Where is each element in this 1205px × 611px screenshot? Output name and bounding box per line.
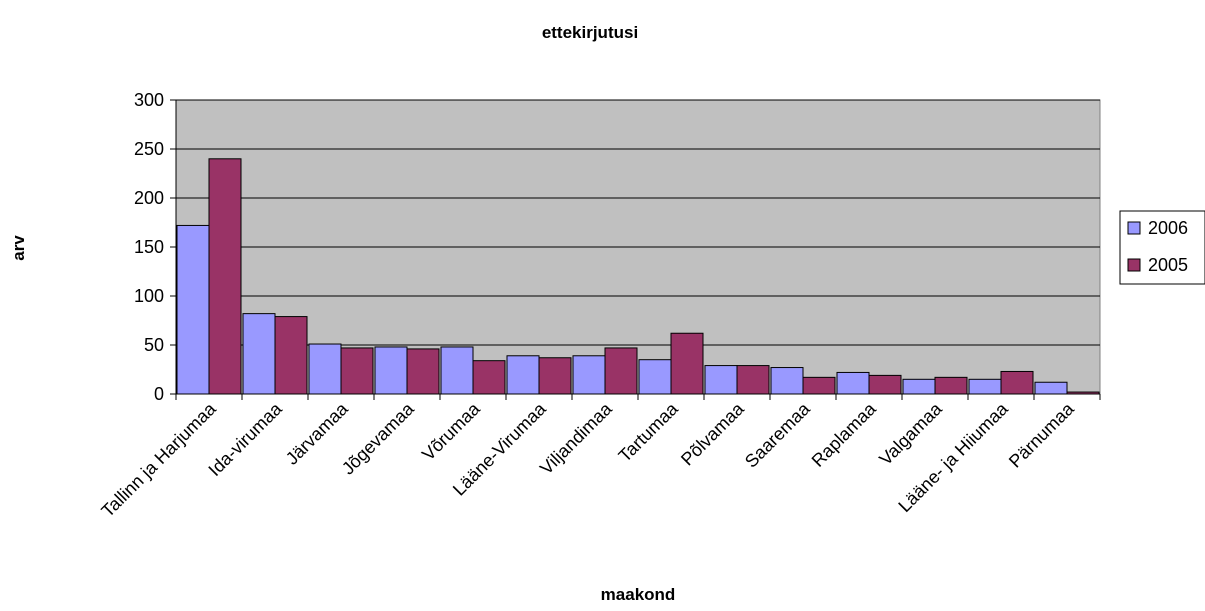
x-axis: Tallinn ja HarjumaaIda-virumaaJärvamaaJõ… (97, 393, 1101, 521)
y-tick-label: 250 (134, 139, 164, 159)
x-axis-title: maakond (601, 585, 676, 604)
y-tick-label: 150 (134, 237, 164, 257)
y-tick-label: 200 (134, 188, 164, 208)
bar-2006-3 (374, 346, 408, 395)
bar-2005-2 (340, 347, 374, 395)
bar-2006-2 (308, 343, 342, 395)
y-tick-label: 0 (154, 384, 164, 404)
bar-2006-11 (902, 378, 936, 395)
bar-2005-3 (406, 348, 440, 395)
bar-2006-12 (968, 378, 1002, 395)
bar-2006-13 (1034, 381, 1068, 395)
bars (176, 158, 1100, 395)
bar-2005-7 (670, 332, 704, 395)
bar-2005-6 (604, 347, 638, 395)
x-tick-label: Põlvamaa (677, 398, 748, 469)
y-axis-title: arv (9, 235, 28, 261)
x-tick-label: Valgamaa (875, 398, 946, 469)
bar-2005-12 (1000, 370, 1034, 395)
bar-2006-1 (242, 313, 276, 395)
legend-label-2005: 2005 (1148, 255, 1188, 275)
x-tick-label: Järvamaa (282, 398, 353, 469)
bar-2006-5 (506, 355, 540, 395)
bar-2005-5 (538, 357, 572, 395)
x-tick-label: Saaremaa (741, 398, 815, 472)
legend-swatch-2006 (1127, 221, 1141, 235)
bar-2006-4 (440, 346, 474, 395)
legend-swatch-2005 (1127, 258, 1141, 272)
x-tick-label: Tallinn ja Harjumaa (97, 398, 220, 521)
bar-2005-9 (802, 376, 836, 395)
bar-2005-1 (274, 316, 308, 395)
x-tick-label: Jõgevamaa (338, 398, 419, 479)
bar-2005-0 (208, 158, 242, 395)
bar-2005-11 (934, 376, 968, 395)
bar-2005-10 (868, 374, 902, 395)
legend: 2006 2005 (1119, 210, 1205, 285)
bar-2005-8 (736, 365, 770, 395)
y-tick-label: 300 (134, 90, 164, 110)
y-tick-label: 100 (134, 286, 164, 306)
bar-2006-6 (572, 355, 606, 395)
bar-2006-9 (770, 367, 804, 395)
x-tick-label: Tartumaa (615, 398, 683, 466)
y-tick-label: 50 (144, 335, 164, 355)
x-tick-label: Lääne- ja Hiiumaa (894, 398, 1012, 516)
bar-2006-7 (638, 359, 672, 395)
x-tick-label: Raplamaa (808, 398, 881, 471)
y-axis: 0 50 100 150 200 250 300 (134, 90, 177, 404)
x-tick-label: Võrumaa (418, 398, 484, 464)
bar-2005-4 (472, 360, 506, 395)
bar-2006-10 (836, 371, 870, 395)
x-tick-label: Pärnumaa (1005, 398, 1079, 472)
legend-label-2006: 2006 (1148, 218, 1188, 238)
bar-2006-8 (704, 365, 738, 395)
bar-2006-0 (176, 224, 210, 395)
x-tick-label: Viljandimaa (536, 398, 616, 478)
chart-title: ettekirjutusi (542, 23, 638, 42)
